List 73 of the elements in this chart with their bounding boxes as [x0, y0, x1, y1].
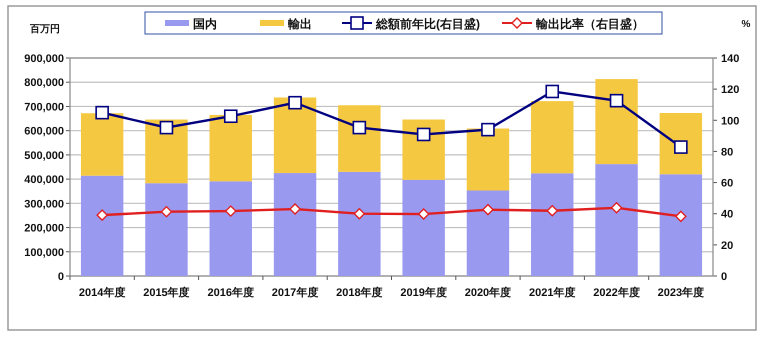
- x-tick-label: 2022年度: [593, 286, 640, 299]
- y-axis-title: 百万円: [29, 24, 60, 35]
- x-tick-label: 2021年度: [529, 286, 576, 299]
- y-tick-label: 400,000: [24, 174, 64, 186]
- x-tick-label: 2019年度: [400, 286, 447, 299]
- y2-tick-label: 40: [721, 208, 734, 221]
- x-tick-label: 2017年度: [272, 286, 318, 299]
- bar: [595, 79, 638, 164]
- bar: [145, 183, 188, 276]
- bar: [595, 164, 638, 276]
- point: [288, 96, 302, 110]
- bar: [660, 174, 702, 276]
- y-tick-label: 300,000: [24, 198, 64, 210]
- bar: [466, 128, 510, 190]
- bar: [466, 190, 510, 276]
- bar: [531, 173, 574, 276]
- y2-tick-label: 80: [721, 146, 734, 158]
- y-tick-label: 700,000: [24, 101, 64, 114]
- y2-tick-label: 0: [721, 271, 728, 283]
- legend-label: 総額前年比(右目盛): [375, 17, 480, 31]
- point: [546, 205, 558, 216]
- point: [482, 204, 494, 216]
- bar: [274, 97, 316, 174]
- point: [610, 94, 624, 108]
- point: [610, 202, 622, 214]
- point: [225, 205, 236, 217]
- y-tick-label: 600,000: [24, 126, 64, 138]
- x-tick-label: 2020年度: [464, 286, 512, 299]
- point: [160, 206, 172, 218]
- point: [418, 208, 430, 220]
- y2-tick-label: 140: [721, 53, 740, 65]
- bar: [210, 181, 252, 276]
- y-tick-label: 500,000: [24, 150, 64, 162]
- point: [96, 209, 108, 221]
- legend-label: 輸出: [287, 17, 312, 31]
- x-tick-label: 2023年度: [658, 286, 704, 299]
- bar: [145, 120, 188, 184]
- y2-tick-label: 60: [721, 178, 734, 190]
- bar: [274, 173, 316, 276]
- point: [224, 109, 238, 124]
- y-tick-label: 0: [58, 271, 64, 283]
- bar: [80, 176, 124, 276]
- y2-tick-label: 100: [721, 115, 740, 128]
- bar: [338, 172, 381, 276]
- bar: [531, 101, 574, 174]
- point: [289, 203, 301, 215]
- y2-tick-label: 20: [721, 240, 734, 252]
- bar: [210, 114, 252, 182]
- point: [481, 122, 495, 136]
- x-tick-label: 2016年度: [208, 286, 254, 299]
- y-tick-label: 200,000: [24, 222, 64, 235]
- bar: [402, 180, 445, 276]
- point: [416, 128, 430, 142]
- y-tick-label: 900,000: [24, 53, 64, 65]
- point: [354, 208, 366, 220]
- point: [674, 140, 688, 154]
- legend-label: 輸出比率（右目盛）: [535, 17, 644, 31]
- x-tick-label: 2015年度: [143, 286, 190, 299]
- y2-axis-title: %: [742, 19, 751, 30]
- legend-label: 国内: [193, 17, 217, 31]
- point: [160, 120, 174, 134]
- point: [675, 210, 687, 222]
- point: [352, 120, 366, 134]
- bar: [80, 113, 124, 176]
- x-tick-label: 2018年度: [336, 286, 383, 299]
- point: [95, 106, 109, 120]
- point: [545, 84, 560, 98]
- y2-tick-label: 120: [721, 84, 740, 96]
- x-tick-label: 2014年度: [78, 286, 126, 299]
- y-tick-label: 100,000: [24, 246, 64, 259]
- bar: [660, 112, 702, 174]
- y-tick-label: 800,000: [24, 77, 64, 90]
- bar: [338, 105, 381, 172]
